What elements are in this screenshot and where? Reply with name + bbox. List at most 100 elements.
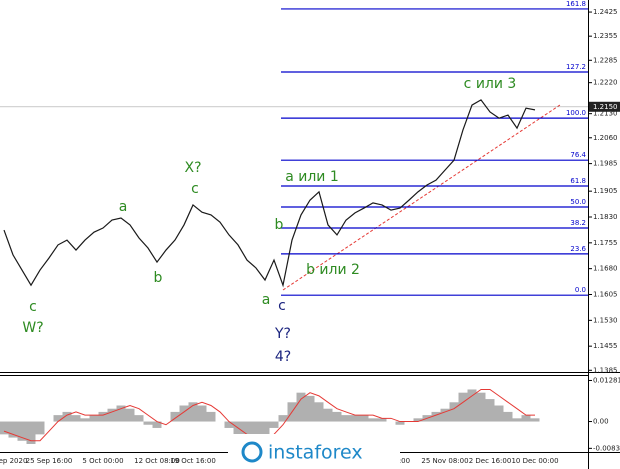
osc-bar: [35, 421, 45, 435]
current-price-label: 1.2150: [593, 103, 618, 111]
osc-bar: [26, 421, 36, 444]
y-tick-label: 1.2285: [593, 56, 618, 64]
y-tick-label: 1.2425: [593, 8, 618, 16]
osc-bar: [89, 415, 99, 422]
fib-label: 127.2: [566, 63, 586, 71]
osc-bar: [530, 418, 540, 422]
osc-bar: [98, 411, 108, 422]
osc-bar: [17, 421, 27, 441]
osc-bar: [116, 405, 126, 422]
y-tick-label: 1.1755: [593, 239, 618, 247]
wave-label: b: [154, 270, 163, 286]
wave-label: a или 1: [285, 169, 339, 185]
watermark-icon: [241, 441, 263, 463]
osc-bar: [269, 421, 279, 428]
price-line: [3, 99, 536, 288]
osc-bar: [494, 405, 504, 422]
osc-bar: [260, 421, 270, 438]
osc-bar: [512, 418, 522, 422]
fib-label: 0.0: [575, 286, 586, 294]
x-tick-label: 10 Dec 00:00: [511, 457, 558, 465]
osc-bar: [143, 421, 153, 425]
osc-bar: [305, 395, 315, 422]
x-tick-label: 25 Sep 16:00: [26, 457, 73, 465]
fib-label: 161.8: [566, 0, 586, 8]
osc-bar: [53, 415, 63, 422]
fib-label: 76.4: [570, 151, 586, 159]
x-tick-label: 25 Nov 08:00: [421, 457, 468, 465]
osc-bar: [224, 421, 234, 428]
osc-bar: [449, 402, 459, 422]
osc-tick-label: 0.01281: [593, 376, 620, 384]
y-tick-label: 1.1530: [593, 316, 618, 324]
osc-bar: [458, 392, 468, 422]
osc-bar: [485, 399, 495, 422]
osc-tick-label: -0.00836: [593, 444, 620, 452]
x-tick-label: 19 Oct 16:00: [170, 457, 216, 465]
current-price-box: [589, 101, 620, 112]
wave-label: c или 3: [464, 76, 517, 92]
wave-label: b: [275, 217, 284, 233]
osc-bar: [395, 421, 405, 425]
wave-label: c: [278, 298, 286, 314]
osc-bar: [440, 408, 450, 422]
wave-label: W?: [22, 320, 43, 336]
wave-label: 4?: [275, 349, 291, 365]
y-tick-label: 1.2220: [593, 79, 618, 87]
osc-bar: [296, 392, 306, 422]
y-tick-label: 1.2060: [593, 134, 618, 142]
osc-tick-label: 0.00: [593, 418, 609, 426]
fib-label: 50.0: [570, 198, 586, 206]
y-tick-label: 1.1455: [593, 342, 618, 350]
trend-line: [282, 104, 561, 291]
osc-bar: [341, 415, 351, 422]
osc-bar: [314, 402, 324, 422]
wave-label: b или 2: [306, 262, 360, 278]
osc-bar: [125, 408, 135, 422]
osc-bar: [332, 411, 342, 422]
osc-bar: [188, 402, 198, 422]
y-tick-label: 1.1905: [593, 187, 618, 195]
wave-label: a: [119, 199, 128, 215]
wave-label: a: [262, 292, 271, 308]
osc-bar: [134, 415, 144, 422]
osc-bar: [476, 392, 486, 422]
osc-bar: [413, 418, 423, 422]
watermark-box: [228, 434, 400, 469]
x-tick-label: 12 Oct 08:00: [134, 457, 180, 465]
watermark: instaforex: [268, 442, 363, 464]
osc-bar: [179, 405, 189, 422]
osc-bar: [0, 421, 9, 435]
y-tick-label: 1.1385: [593, 366, 618, 374]
osc-bar: [350, 415, 360, 422]
fib-label: 100.0: [566, 109, 586, 117]
y-tick-label: 1.1830: [593, 213, 618, 221]
osc-bar: [368, 418, 378, 422]
osc-bar: [377, 418, 387, 422]
fib-label: 38.2: [570, 219, 586, 227]
osc-bar: [467, 389, 477, 422]
osc-bar: [242, 421, 252, 438]
osc-bar: [278, 415, 288, 422]
osc-bar: [80, 418, 90, 422]
osc-bar: [152, 421, 162, 428]
x-tick-label: ep 2020: [0, 457, 27, 465]
wave-label: c: [29, 299, 37, 315]
osc-bar: [197, 405, 207, 422]
osc-bar: [107, 408, 117, 422]
fib-label: 61.8: [570, 177, 586, 185]
y-tick-label: 1.1605: [593, 291, 618, 299]
wave-label: X?: [184, 160, 201, 176]
y-tick-label: 1.1985: [593, 160, 618, 168]
osc-bar: [431, 411, 441, 422]
osc-bar: [206, 411, 216, 422]
wave-label: c: [191, 181, 199, 197]
osc-bar: [8, 421, 18, 438]
x-tick-label: 2 Dec 16:00: [469, 457, 512, 465]
osc-bar: [359, 415, 369, 422]
osc-bar: [503, 411, 513, 422]
